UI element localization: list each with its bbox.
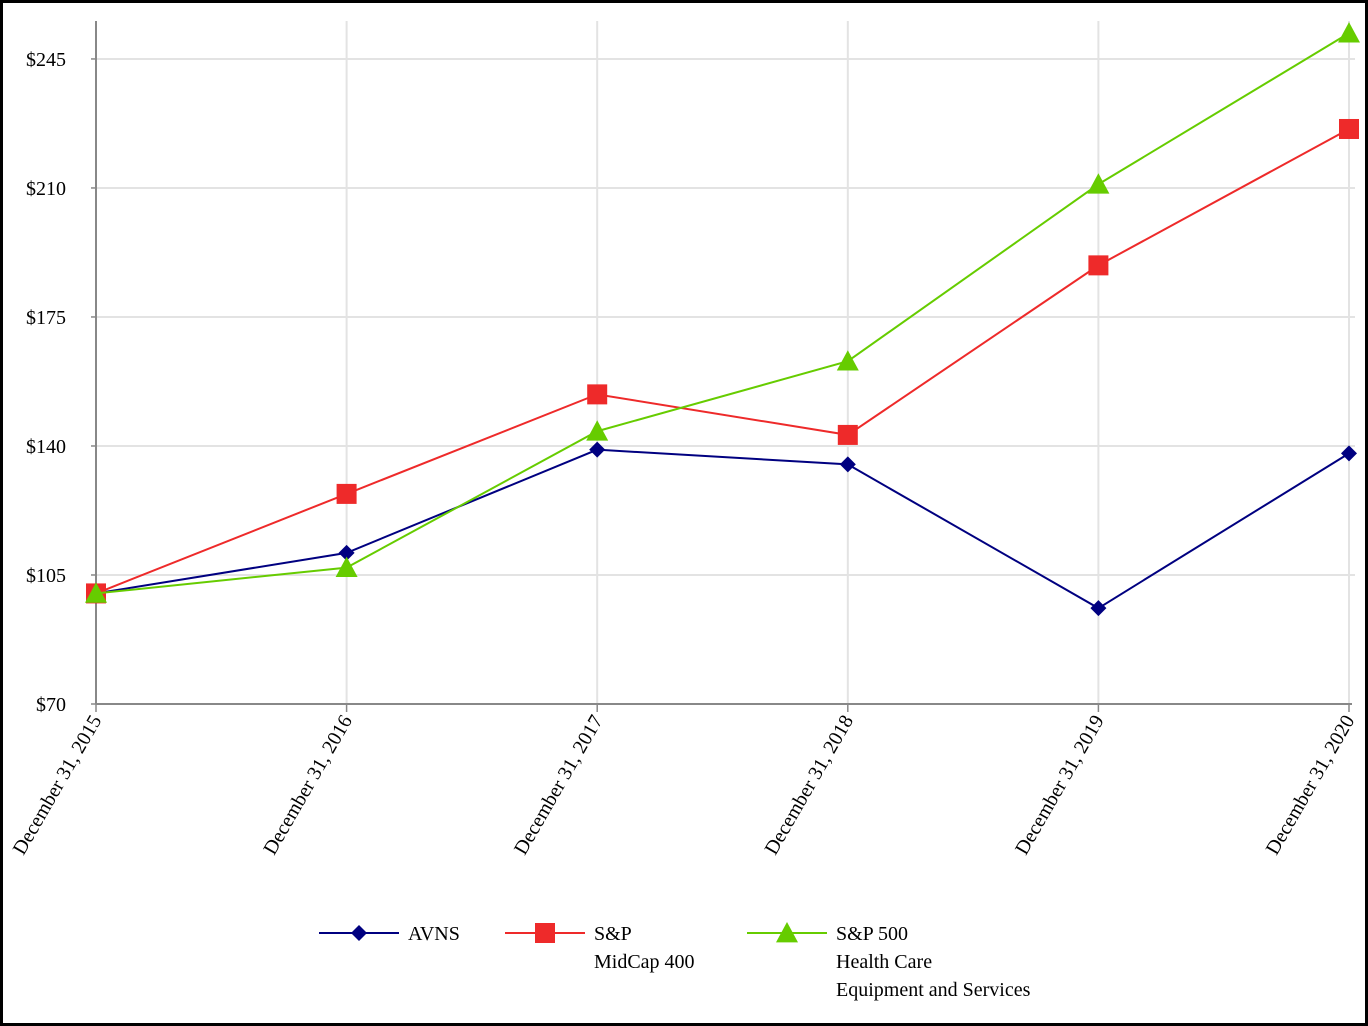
y-tick-label: $210 xyxy=(26,178,66,200)
series-line-diamond xyxy=(95,448,1350,610)
data-point-square xyxy=(1088,255,1109,276)
data-point-diamond xyxy=(839,456,856,473)
legend-label: Health Care xyxy=(836,951,932,973)
series-line-triangle xyxy=(95,32,1350,595)
data-point-diamond xyxy=(1341,445,1357,462)
data-point-triangle xyxy=(586,420,609,441)
data-point-square xyxy=(336,483,357,504)
legend-marker-triangle xyxy=(776,922,798,943)
data-point-square xyxy=(1339,118,1359,139)
data-point-triangle xyxy=(85,582,107,603)
x-tick-label: December 31, 2018 xyxy=(760,712,858,859)
y-tick-label: $105 xyxy=(26,565,66,587)
line-chart: $70 $105 $140 $175 $210 $245 December 31, 2015… xyxy=(9,21,1360,1001)
data-point-triangle xyxy=(1338,22,1360,43)
x-tick-label: December 31, 2020 xyxy=(1262,712,1360,859)
series-layer xyxy=(85,22,1360,617)
x-tick-label: December 31, 2015 xyxy=(9,712,107,859)
data-point-square xyxy=(837,424,858,445)
data-point-square xyxy=(587,384,608,405)
legend-label: Equipment and Services xyxy=(836,979,1031,1001)
y-tick-label: $140 xyxy=(26,436,66,458)
data-point-triangle xyxy=(335,556,358,577)
legend-label: AVNS xyxy=(408,923,460,945)
axis-layer: $70 $105 $140 $175 $210 $245 December 31, 2015… xyxy=(9,21,1360,859)
grid-layer xyxy=(96,21,1355,704)
data-point-triangle xyxy=(836,350,859,371)
legend-marker-diamond xyxy=(351,925,367,941)
y-tick-label: $70 xyxy=(36,694,66,716)
series-line-square xyxy=(95,128,1350,595)
data-point-diamond xyxy=(589,441,606,458)
legend-label: MidCap 400 xyxy=(594,951,695,973)
legend: AVNS S&P MidCap 400 S&P 500 Health Care Equip… xyxy=(319,922,1031,1001)
x-tick-label: December 31, 2017 xyxy=(510,712,608,859)
data-point-diamond xyxy=(1090,600,1107,617)
data-point-diamond xyxy=(338,544,355,561)
legend-label: S&P xyxy=(594,923,632,945)
legend-label: S&P 500 xyxy=(836,923,908,945)
x-tick-label: December 31, 2019 xyxy=(1011,712,1109,859)
data-point-triangle xyxy=(1087,173,1110,194)
legend-marker-square xyxy=(535,923,555,943)
x-tick-label: December 31, 2016 xyxy=(259,712,357,859)
y-tick-label: $245 xyxy=(26,49,66,71)
y-tick-label: $175 xyxy=(26,307,66,329)
